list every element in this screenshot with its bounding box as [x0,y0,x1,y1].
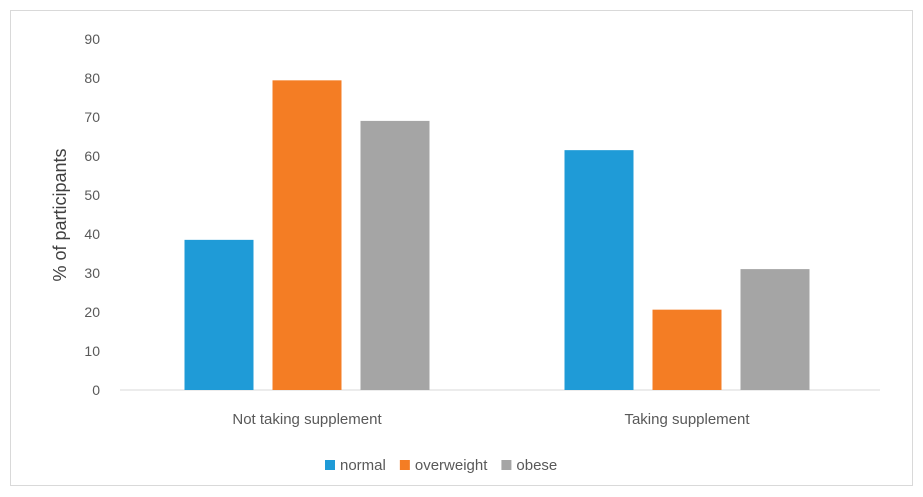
bar-obese-1 [360,120,430,391]
bar-normal-2 [564,150,634,390]
y-tick-label: 60 [84,148,100,164]
legend-swatch-overweight [399,460,410,470]
y-axis-ticks: 0 10 20 30 40 50 60 70 80 90 [84,31,100,398]
y-tick-label: 90 [84,31,100,47]
y-tick-label: 40 [84,226,100,242]
y-tick-label: 30 [84,265,100,281]
y-tick-label: 20 [84,304,100,320]
y-tick-label: 50 [84,187,100,203]
legend-label-normal: normal [340,457,386,474]
bar-obese-2 [740,269,810,390]
y-tick-label: 70 [84,109,100,125]
legend-label-obese: obese [516,457,557,474]
legend-swatch-obese [501,460,512,470]
x-category-label: Not taking supplement [232,411,382,428]
bar-overweight-2 [652,309,722,390]
y-tick-label: 0 [92,382,100,398]
y-tick-label: 80 [84,70,100,86]
bar-normal-1 [184,239,254,390]
chart-frame [10,10,913,486]
legend: normal overweight obese [325,457,557,474]
category-labels: Not taking supplement Taking supplement [232,411,750,428]
y-axis-label: % of participants [50,148,70,281]
x-category-label: Taking supplement [624,411,750,428]
bars [184,80,810,391]
legend-swatch-normal [325,460,335,470]
bar-overweight-1 [272,80,342,390]
legend-label-overweight: overweight [415,457,488,474]
y-tick-label: 10 [84,343,100,359]
